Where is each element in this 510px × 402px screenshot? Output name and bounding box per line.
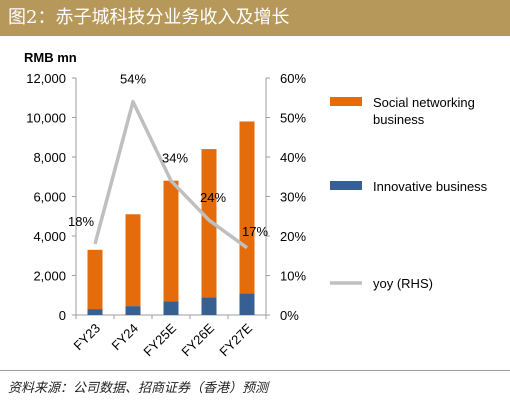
bar-innovative-business-fy26e	[201, 297, 217, 315]
bar-innovative-business-fy24	[125, 306, 141, 315]
yoy-data-label: 24%	[200, 190, 226, 205]
yoy-line	[93, 99, 249, 250]
legend-swatch-0	[330, 97, 362, 106]
x-tick-label: FY24	[109, 321, 142, 354]
y2-tick-label: 30%	[280, 190, 306, 205]
y-tick-label: 2,000	[33, 269, 66, 284]
y2-tick-label: 40%	[280, 150, 306, 165]
figure-title-bar: 图2：赤子城科技分业务收入及增长	[0, 0, 510, 36]
y-tick-label: 8,000	[33, 150, 66, 165]
footer-divider	[0, 370, 510, 371]
y-tick-label: 0	[59, 308, 66, 323]
y-tick-label: 4,000	[33, 229, 66, 244]
figure-title: 图2：赤子城科技分业务收入及增长	[8, 7, 290, 28]
bar-social-networking-business-fy23	[87, 249, 103, 310]
y-tick-label: 10,000	[26, 111, 66, 126]
legend-label-1: Innovative business	[373, 179, 488, 194]
bar-social-networking-business-fy26e	[201, 149, 217, 298]
yoy-data-label: 18%	[68, 214, 94, 229]
x-tick-label: FY26E	[178, 320, 217, 359]
legend-label-0: Social networking business	[373, 95, 475, 127]
x-tick-label: FY23	[71, 321, 104, 354]
bar-innovative-business-fy25e	[163, 301, 179, 315]
bar-social-networking-business-fy24	[125, 214, 141, 307]
legend-swatch-1	[330, 181, 362, 190]
legend-label-2: yoy (RHS)	[373, 276, 433, 291]
y2-tick-label: 10%	[280, 269, 306, 284]
bar-innovative-business-fy27e	[239, 293, 255, 315]
yoy-data-label: 17%	[242, 224, 268, 239]
y-tick-label: 12,000	[26, 71, 66, 86]
y2-tick-label: 60%	[280, 71, 306, 86]
bar-innovative-business-fy23	[87, 309, 103, 315]
x-tick-label: FY27E	[216, 320, 255, 359]
yoy-data-label: 34%	[162, 151, 188, 166]
y2-tick-label: 50%	[280, 111, 306, 126]
bar-social-networking-business-fy25e	[163, 180, 179, 302]
yoy-data-label: 54%	[120, 72, 146, 87]
y-unit-label: RMB mn	[24, 50, 77, 65]
y2-tick-label: 20%	[280, 229, 306, 244]
y2-tick-label: 0%	[280, 308, 299, 323]
source-note: 资料来源：公司数据、招商证券（香港）预测	[8, 381, 269, 396]
revenue-chart: RMB mn 0 2,000 4,000 6,000 8,000 10,000 12,000 0…	[24, 50, 488, 359]
y-tick-label: 6,000	[33, 190, 66, 205]
bar-social-networking-business-fy27e	[239, 121, 255, 294]
x-tick-label: FY25E	[140, 320, 179, 359]
